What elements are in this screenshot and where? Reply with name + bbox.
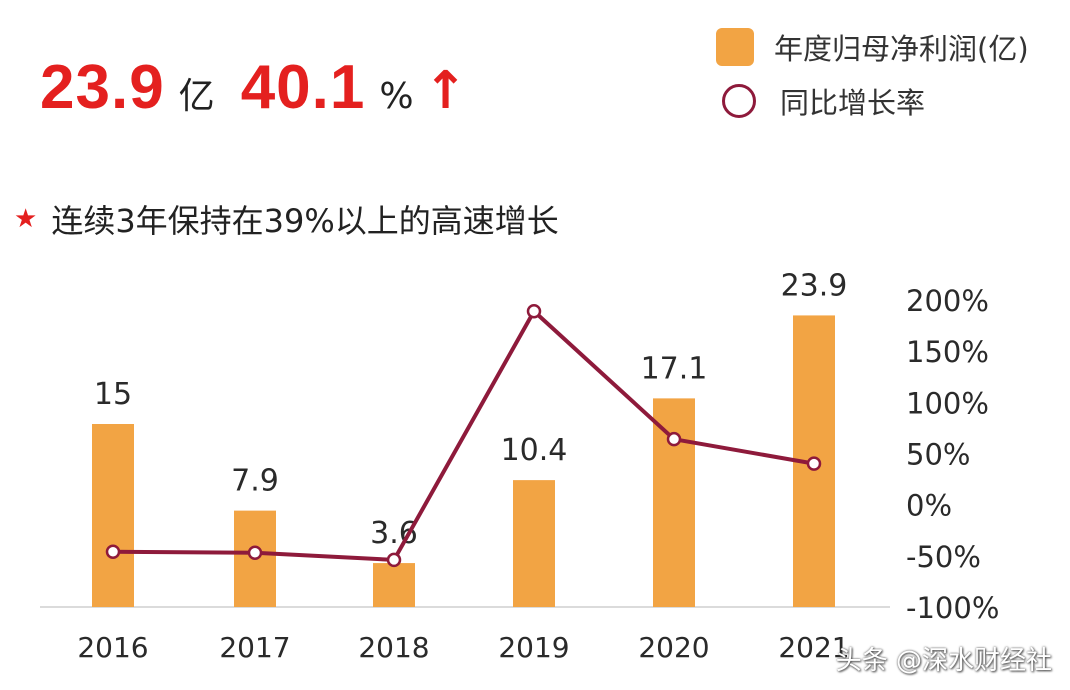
profit-value: 23.9 xyxy=(40,53,165,122)
x-tick-2021: 2021 xyxy=(778,631,849,664)
bar-label-2021: 23.9 xyxy=(781,268,848,303)
right-axis-tick: 150% xyxy=(906,335,989,369)
bar-2016 xyxy=(92,424,134,607)
right-axis-tick: 100% xyxy=(906,386,989,420)
x-tick-2017: 2017 xyxy=(219,631,290,664)
watermark: 头条 @深水财经社 xyxy=(835,646,1052,676)
circle-marker-icon xyxy=(722,84,756,118)
bar-2019 xyxy=(513,480,555,607)
up-arrow-icon: ↑ xyxy=(423,61,468,121)
growth-rate-line xyxy=(112,309,815,562)
profit-unit: 亿 xyxy=(178,76,215,117)
growth-point-2017 xyxy=(247,545,263,561)
growth-point-2018 xyxy=(386,552,402,568)
legend-bar-label: 年度归母净利润(亿) xyxy=(774,32,1029,66)
bar-label-2019: 10.4 xyxy=(501,433,568,468)
bar-2020 xyxy=(653,398,695,607)
right-axis-tick: 50% xyxy=(906,438,970,472)
bar-label-2020: 17.1 xyxy=(641,351,708,386)
bar-2018 xyxy=(373,563,415,607)
growth-point-2020 xyxy=(666,431,682,447)
legend-bar: 年度归母净利润(亿) xyxy=(716,26,1029,68)
growth-unit: % xyxy=(379,76,414,117)
x-tick-2019: 2019 xyxy=(498,631,569,664)
growth-note: ★ 连续3年保持在39%以上的高速增长 xyxy=(14,196,559,242)
bar-swatch-icon xyxy=(716,28,754,66)
growth-point-2019 xyxy=(526,304,542,319)
star-icon: ★ xyxy=(14,204,38,234)
growth-value: 40.1 xyxy=(240,53,366,122)
bar-label-2016: 15 xyxy=(94,377,132,412)
x-tick-2016: 2016 xyxy=(77,631,148,664)
right-axis-tick: 200% xyxy=(906,284,989,318)
growth-point-2021 xyxy=(806,456,822,471)
headline: 23.9 亿 40.1 % ↑ xyxy=(40,52,467,123)
right-axis-tick: -50% xyxy=(906,540,981,574)
right-axis-tick: 0% xyxy=(906,489,952,523)
growth-point-2016 xyxy=(105,544,121,559)
note-text: 连续3年保持在39%以上的高速增长 xyxy=(51,202,559,240)
legend-line: 同比增长率 xyxy=(716,80,925,122)
bar-label-2017: 7.9 xyxy=(231,464,279,499)
legend-line-label: 同比增长率 xyxy=(780,86,926,120)
right-axis-tick: -100% xyxy=(906,591,999,625)
x-tick-2018: 2018 xyxy=(358,631,429,664)
x-tick-2020: 2020 xyxy=(638,631,709,664)
